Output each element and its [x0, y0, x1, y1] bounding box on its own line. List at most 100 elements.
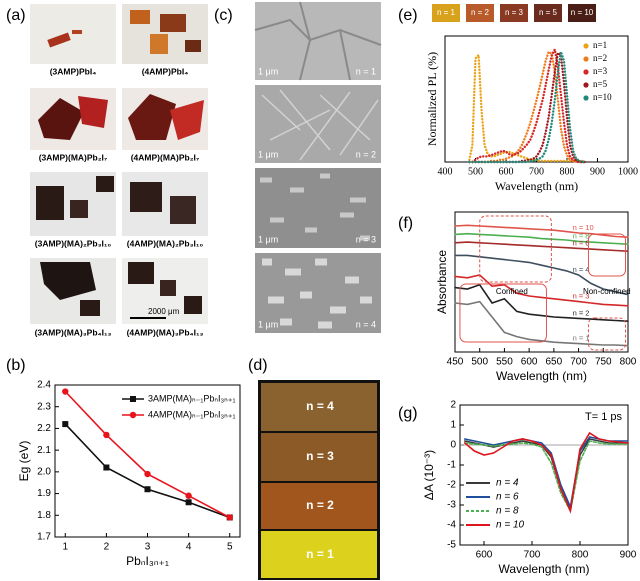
- swatch: [568, 4, 596, 22]
- n-label: n = 3: [306, 449, 334, 463]
- x-tick-label: 550: [496, 357, 513, 368]
- marker: [185, 492, 192, 499]
- crystal: [160, 14, 186, 32]
- legend-label: 4AMP(MA)ₙ₋₁PbₙI₃ₙ₊₁: [148, 409, 236, 419]
- crystal: [160, 280, 176, 296]
- region-box: [587, 233, 627, 277]
- film: [261, 531, 377, 578]
- marker: [103, 464, 110, 471]
- caption: (4AMP)(MA)₂Pb₃I₁₀: [127, 238, 204, 248]
- marker: [226, 514, 233, 521]
- caption: (3AMP)(MA)Pb₂I₇: [39, 152, 108, 162]
- sem-image: [255, 85, 381, 163]
- series-line: [454, 254, 629, 296]
- y-tick-label: 2: [450, 400, 456, 411]
- annotation: Confined: [496, 287, 528, 296]
- swatch-label: n = 5: [539, 8, 558, 17]
- scale-bar-label: 1 μm: [258, 149, 278, 159]
- legend-marker: [583, 95, 589, 101]
- swatch-label: n = 2: [471, 8, 490, 17]
- legend-marker: [130, 396, 136, 402]
- scale-bar-label: 2000 μm: [148, 307, 180, 316]
- legend-marker: [583, 43, 589, 49]
- x-tick-label: 500: [468, 166, 483, 177]
- x-tick-label: 4: [186, 542, 192, 553]
- y-tick-label: 2.4: [37, 380, 51, 391]
- y-tick-label: 1.8: [37, 510, 51, 521]
- crystal: [72, 30, 82, 34]
- marker: [62, 388, 69, 395]
- caption: (4AMP)(MA)₃Pb₄I₁₃: [127, 327, 204, 337]
- legend-label: n = 8: [496, 506, 519, 517]
- series-line: [454, 300, 629, 347]
- annotation: T= 1 ps: [585, 411, 622, 423]
- scale-bar-label: 1 μm: [258, 66, 278, 76]
- y-tick-label: -4: [447, 520, 456, 531]
- film: [261, 433, 377, 481]
- n-label: n = 4: [356, 319, 376, 329]
- y-tick-label: 1.9: [37, 488, 51, 499]
- film: [261, 383, 377, 431]
- caption: (3AMP)(MA)₂Pb₃I₁₀: [35, 238, 112, 248]
- n-label: n = 1: [306, 547, 334, 561]
- y-tick-label: -2: [447, 480, 456, 491]
- crystal: [80, 300, 100, 316]
- crystal: [128, 262, 154, 284]
- caption: (3AMP)(MA)₃Pb₄I₁₃: [35, 327, 112, 337]
- n-label: n = 1: [356, 66, 376, 76]
- x-axis-label: Wavelength (nm): [495, 179, 578, 193]
- x-tick-label: 5: [227, 542, 233, 553]
- crystal: [150, 34, 168, 54]
- y-axis-label: Normalized PL (%): [425, 52, 439, 146]
- legend-label: 3AMP(MA)ₙ₋₁PbₙI₃ₙ₊₁: [148, 393, 236, 403]
- marker: [103, 431, 110, 439]
- series-label: n = 3: [573, 292, 590, 301]
- swatch-label: n = 1: [437, 8, 456, 17]
- x-tick-label: 700: [529, 166, 544, 177]
- x-tick-label: 400: [438, 166, 453, 177]
- crystal: [170, 196, 196, 224]
- sem-images: [254, 1, 382, 333]
- series-line: [454, 224, 629, 238]
- scale-bar-label: 1 μm: [258, 234, 278, 244]
- crystal: [128, 94, 176, 140]
- texture: [261, 89, 379, 161]
- annotation: Non-confined: [583, 287, 631, 296]
- panel-label: (a): [6, 7, 26, 24]
- series-line: [468, 45, 587, 164]
- x-tick-label: 600: [476, 550, 493, 561]
- x-axis-label: PbₙI₃ₙ₊₁: [126, 554, 169, 568]
- x-tick-label: 900: [590, 166, 605, 177]
- scale-bar-label: 1 μm: [258, 319, 278, 329]
- x-tick-label: 800: [560, 166, 575, 177]
- legend-marker: [583, 69, 589, 75]
- y-tick-label: 2.2: [37, 423, 51, 434]
- legend-label: n = 6: [496, 492, 519, 503]
- region-box: [587, 317, 627, 351]
- x-tick-label: 750: [595, 357, 612, 368]
- x-axis-label: Wavelength (nm): [499, 562, 590, 576]
- legend-label: n=2: [593, 53, 607, 63]
- crystal: [40, 262, 96, 300]
- x-tick-label: 800: [620, 357, 637, 368]
- x-tick-label: 1000: [618, 166, 638, 177]
- x-tick-label: 3: [145, 542, 151, 553]
- x-tick-label: 650: [546, 357, 563, 368]
- n-label: n = 2: [356, 149, 376, 159]
- caption: (3AMP)PbI₄: [50, 66, 97, 76]
- crystal: [170, 100, 204, 140]
- x-tick-label: 900: [620, 550, 637, 561]
- n-label: n = 4: [306, 399, 334, 413]
- marker: [185, 499, 192, 506]
- panel-label: (c): [214, 7, 233, 24]
- legend-label: n = 10: [496, 520, 525, 531]
- crystal: [185, 40, 201, 52]
- y-tick-label: 2.1: [37, 445, 51, 456]
- swatch: [534, 4, 562, 22]
- panel-label: (g): [398, 405, 418, 422]
- x-tick-label: 2: [104, 542, 110, 553]
- series-line: [454, 232, 629, 245]
- x-tick-label: 700: [524, 550, 541, 561]
- texture: [260, 173, 370, 241]
- x-tick-label: 500: [471, 357, 488, 368]
